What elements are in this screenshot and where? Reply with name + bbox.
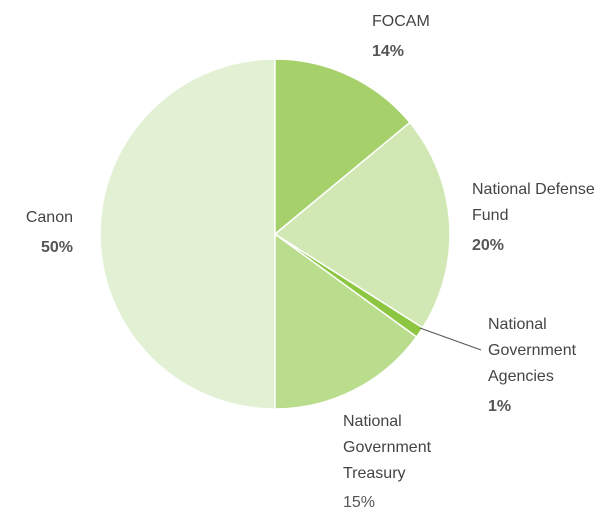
slice-label: FOCAM [372, 13, 430, 30]
slice-value-label: 1% [488, 398, 512, 415]
pie-slice [99, 58, 276, 410]
slice-value-label: 15% [343, 494, 376, 511]
pie-slice [273, 121, 451, 329]
slice-label: National Defense Fund [472, 181, 595, 224]
slice-label: National Government Treasury [343, 413, 432, 482]
pie-slice [274, 232, 418, 410]
slice-label: National Government Agencies [488, 316, 577, 385]
leader-line [419, 327, 482, 351]
slice-label: Canon [25, 209, 73, 226]
slice-value-label: 50% [40, 239, 73, 256]
pie-slice [274, 58, 411, 236]
slice-value-label: 14% [372, 43, 405, 60]
slice-value-label: 20% [472, 237, 505, 254]
